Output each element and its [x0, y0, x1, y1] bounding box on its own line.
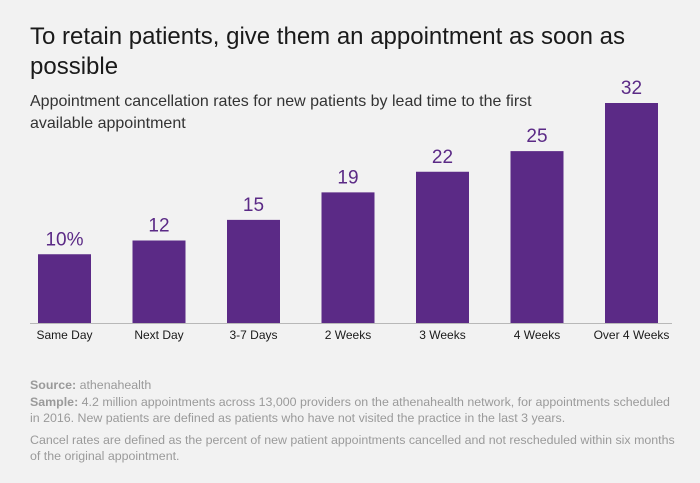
data-label: 22	[432, 147, 453, 168]
data-label: 10%	[45, 229, 83, 250]
sample-text: 4.2 million appointments across 13,000 p…	[30, 394, 670, 426]
source-label: Source:	[30, 378, 77, 392]
bar	[321, 192, 375, 323]
x-tick-label: 3 Weeks	[419, 328, 465, 342]
x-tick-label: 3-7 Days	[229, 328, 277, 342]
source-text: athenahealth	[76, 378, 152, 392]
bar	[510, 151, 564, 323]
bar-chart: 10% Same Day 12 Next Day 15 3-7 Days 19 2 Weeks…	[30, 78, 672, 342]
data-label: 12	[148, 216, 169, 237]
x-tick-label: 2 Weeks	[325, 328, 371, 342]
data-label: 19	[337, 167, 358, 188]
bar	[227, 219, 280, 323]
chart-subtitle: Appointment cancellation rates for new p…	[30, 93, 532, 132]
chart-title: To retain patients, give them an appoint…	[30, 23, 626, 80]
sample-label: Sample:	[30, 394, 79, 409]
bar	[416, 171, 469, 323]
chart-notes: Source: athenahealth Sample: 4.2 million…	[30, 377, 680, 465]
data-label: 32	[621, 78, 642, 99]
x-tick-label: Next Day	[134, 328, 183, 342]
sample-note: Sample: 4.2 million appointments across …	[30, 394, 680, 427]
data-label: 25	[526, 126, 547, 147]
x-tick-label: Over 4 Weeks	[594, 328, 670, 342]
x-tick-label: Same Day	[36, 328, 92, 342]
source-note: Source: athenahealth	[30, 377, 680, 394]
bar	[132, 240, 186, 323]
cancel-rate-note: Cancel rates are defined as the percent …	[30, 432, 675, 464]
x-tick-label: 4 Weeks	[514, 328, 560, 342]
bar	[38, 254, 91, 323]
bar	[605, 103, 658, 323]
data-label: 15	[243, 195, 264, 216]
